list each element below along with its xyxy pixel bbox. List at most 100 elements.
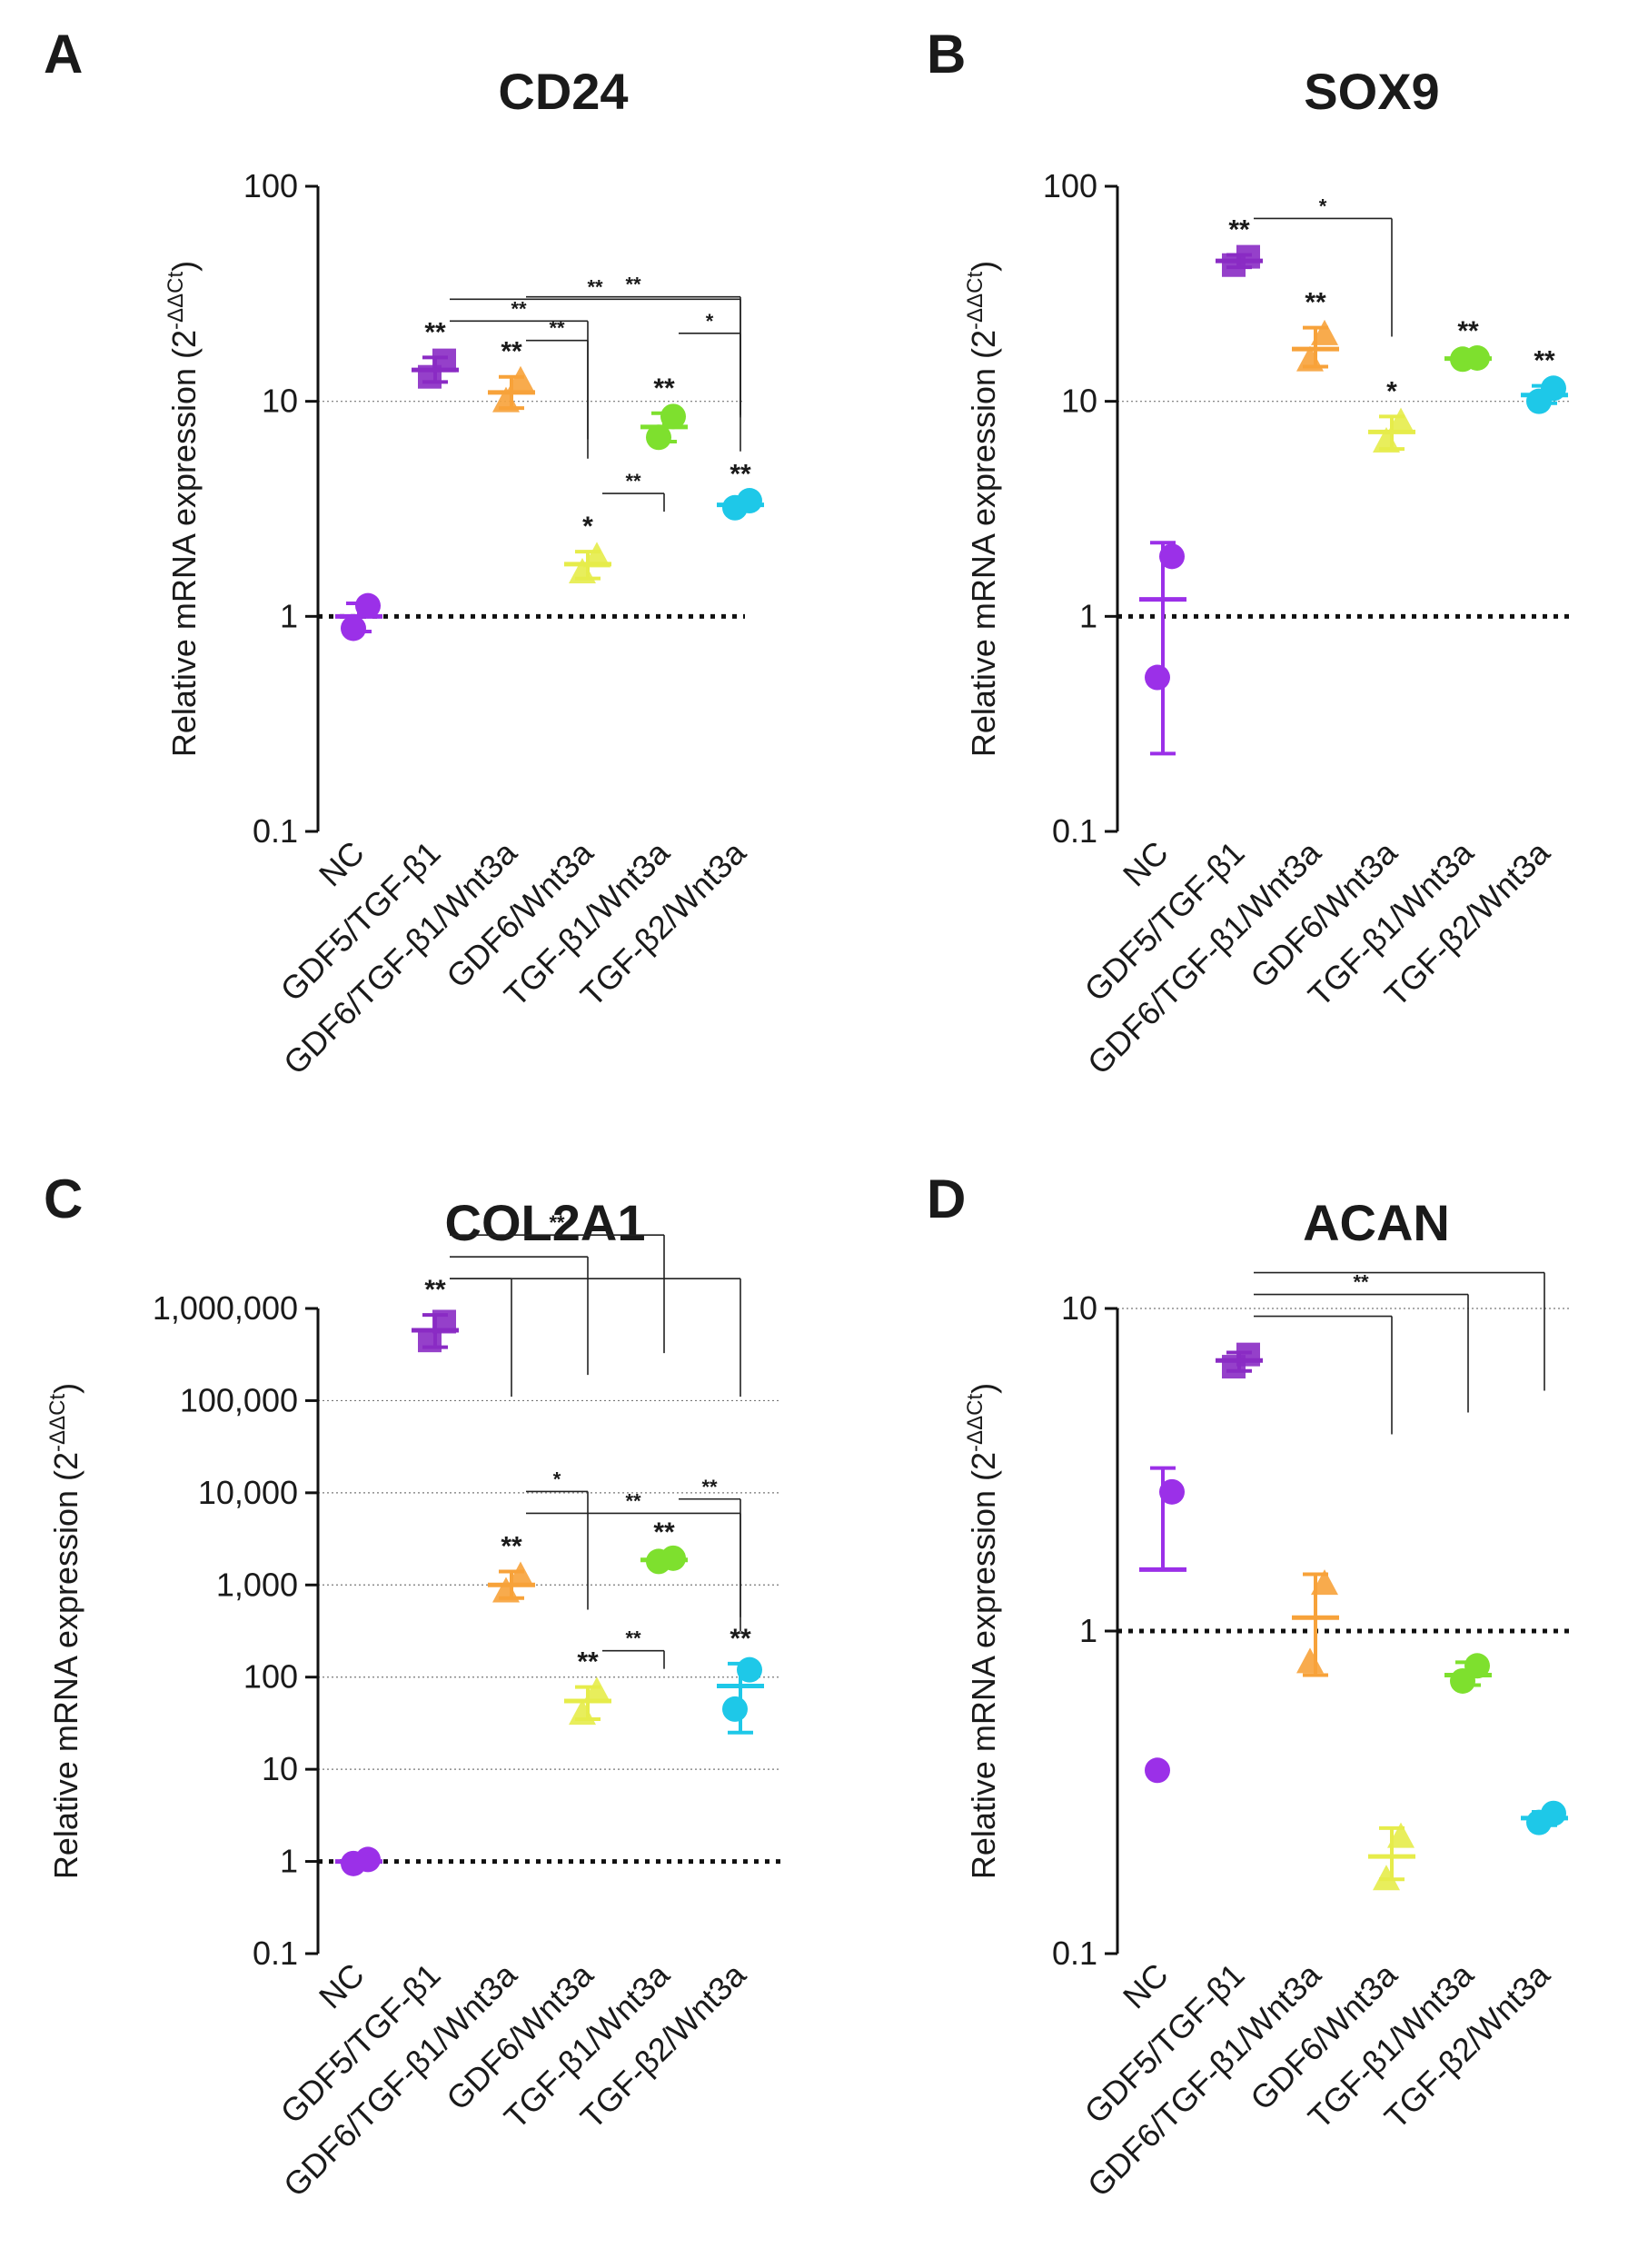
data-point bbox=[1236, 1342, 1260, 1367]
data-point bbox=[1296, 345, 1324, 372]
y-tick-label: 1 bbox=[280, 597, 298, 634]
y-tick-label: 0.1 bbox=[253, 812, 298, 850]
comparison-brackets: **** ******* bbox=[450, 274, 741, 512]
bracket-label: ** bbox=[625, 1489, 641, 1512]
y-axis-label-close: ) bbox=[165, 261, 203, 272]
data-point bbox=[569, 558, 596, 584]
panel-letter: B bbox=[927, 24, 966, 85]
series-5: ** bbox=[717, 1624, 764, 1735]
series-0 bbox=[335, 592, 382, 642]
significance-marker: ** bbox=[1534, 346, 1555, 376]
significance-marker: ** bbox=[653, 1517, 675, 1547]
data-point bbox=[1296, 1647, 1324, 1674]
panel-title: CD24 bbox=[498, 63, 628, 120]
comparison-brackets: * bbox=[1254, 194, 1393, 337]
series-1: ** bbox=[412, 317, 459, 389]
y-axis-label-main: Relative mRNA expression (2 bbox=[965, 1452, 1002, 1879]
panel-c: C COL2A1 0.1 1 10 100 1,000 10,000 100,000 1,000,… bbox=[44, 1169, 781, 2203]
panel-letter: A bbox=[44, 24, 83, 85]
data-point bbox=[492, 386, 520, 413]
data-point bbox=[660, 403, 686, 430]
panel-letter: C bbox=[44, 1169, 83, 1229]
series-3: * bbox=[1368, 376, 1415, 453]
series-0 bbox=[1139, 1466, 1186, 1784]
x-category-label: NC bbox=[312, 1956, 372, 2016]
panel-title: COL2A1 bbox=[445, 1194, 646, 1251]
series-1: ** bbox=[412, 1275, 459, 1353]
panel-b: B SOX9 0.1 1 10 100 Relative mRNA expression (… bbox=[927, 24, 1572, 1081]
data-point bbox=[737, 488, 762, 514]
comparison-brackets: ********* bbox=[450, 1211, 741, 1669]
y-tick-label: 1 bbox=[280, 1843, 298, 1880]
y-tick-label: 10 bbox=[262, 383, 298, 420]
data-point bbox=[1145, 664, 1170, 691]
data-point bbox=[1311, 1569, 1338, 1596]
y-tick-label: 1 bbox=[1079, 597, 1097, 634]
y-tick-label: 0.1 bbox=[1052, 1935, 1097, 1972]
comparison-brackets: ** bbox=[1254, 1271, 1545, 1435]
data-point bbox=[1373, 1865, 1400, 1891]
data-point bbox=[1464, 1653, 1490, 1679]
y-tick-label: 10 bbox=[1061, 383, 1097, 420]
series-2: ** bbox=[488, 1531, 535, 1603]
data-point bbox=[1145, 1757, 1170, 1784]
x-category-label: NC bbox=[1116, 834, 1176, 894]
series-1 bbox=[1216, 1342, 1263, 1379]
x-category-label: NC bbox=[312, 834, 372, 894]
y-tick-label: 1 bbox=[1079, 1612, 1097, 1649]
bracket-label: ** bbox=[625, 274, 641, 296]
data-point bbox=[722, 1696, 748, 1722]
series-4: ** bbox=[1444, 316, 1492, 373]
data-point bbox=[1373, 426, 1400, 453]
bracket-label: ** bbox=[511, 297, 527, 320]
significance-marker: ** bbox=[1228, 214, 1250, 244]
data-point bbox=[583, 1676, 610, 1703]
y-tick-label: 0.1 bbox=[1052, 812, 1097, 850]
y-tick-label: 100 bbox=[1043, 167, 1097, 204]
data-point bbox=[583, 542, 610, 568]
y-axis-label-superscript: -ΔΔCt bbox=[164, 272, 188, 330]
data-point bbox=[569, 1699, 596, 1726]
y-tick-label: 10 bbox=[1061, 1289, 1097, 1327]
y-axis-label-superscript: -ΔΔCt bbox=[45, 1394, 70, 1452]
y-axis-label: Relative mRNA expression (2-ΔΔCt) bbox=[963, 261, 1002, 757]
significance-marker: ** bbox=[653, 373, 675, 403]
y-tick-label: 100 bbox=[243, 1658, 298, 1696]
series-4: ** bbox=[640, 1517, 688, 1575]
panel-a: A CD24 0.1 1 10 100 Relative mRNA expression (… bbox=[44, 24, 764, 1081]
y-axis-label-main: Relative mRNA expression (2 bbox=[47, 1452, 84, 1879]
data-point bbox=[507, 365, 534, 392]
significance-marker: * bbox=[582, 512, 593, 542]
data-point bbox=[1541, 1800, 1566, 1826]
series-2 bbox=[1292, 1569, 1339, 1677]
bracket-label: * bbox=[706, 310, 714, 333]
data-point bbox=[1311, 319, 1338, 345]
significance-marker: ** bbox=[424, 317, 446, 347]
series-2: ** bbox=[488, 337, 535, 413]
y-axis-label-main: Relative mRNA expression (2 bbox=[165, 330, 203, 757]
data-point bbox=[1159, 1478, 1185, 1505]
y-tick-label: 10 bbox=[262, 1750, 298, 1787]
data-point bbox=[1387, 407, 1415, 433]
y-axis-label: Relative mRNA expression (2-ΔΔCt) bbox=[164, 261, 203, 757]
panel-d: D ACAN 0.1 1 10 Relative mRNA expression (2-Δ… bbox=[927, 1169, 1572, 2203]
series-5 bbox=[1521, 1800, 1568, 1835]
y-axis-label-superscript: -ΔΔCt bbox=[963, 272, 988, 330]
bracket-label: ** bbox=[587, 275, 603, 298]
data-point bbox=[507, 1561, 534, 1587]
significance-marker: ** bbox=[501, 1531, 522, 1561]
series-3: ** bbox=[564, 1647, 611, 1726]
y-tick-label: 0.1 bbox=[253, 1935, 298, 1972]
data-point bbox=[355, 592, 381, 619]
bracket-label: ** bbox=[625, 470, 641, 492]
bracket-label: * bbox=[553, 1467, 561, 1490]
data-point bbox=[1159, 543, 1185, 570]
significance-marker: ** bbox=[501, 337, 522, 367]
y-tick-label: 100 bbox=[243, 167, 298, 204]
significance-marker: ** bbox=[577, 1647, 599, 1677]
bracket-label: ** bbox=[1353, 1271, 1369, 1294]
panel-title: ACAN bbox=[1303, 1194, 1450, 1251]
y-tick-label: 1,000 bbox=[216, 1566, 298, 1603]
data-point bbox=[737, 1656, 762, 1683]
series-5: ** bbox=[717, 460, 764, 521]
